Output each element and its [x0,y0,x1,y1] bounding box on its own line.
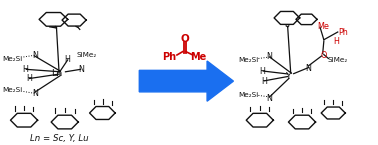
Text: Me₂Si: Me₂Si [3,56,23,62]
Text: Ln = Sc, Y, Lu: Ln = Sc, Y, Lu [30,134,88,143]
Text: Ph: Ph [338,28,347,37]
Text: N: N [32,51,38,60]
Text: H: H [22,65,28,74]
Text: Ph: Ph [163,52,177,62]
Text: SiMe₂: SiMe₂ [76,52,96,58]
Text: H: H [333,37,339,46]
Text: Ln: Ln [51,69,62,78]
Text: Me₂Si: Me₂Si [238,93,258,98]
Text: H: H [65,55,71,64]
Text: Me₂Si: Me₂Si [238,57,258,63]
Text: N: N [305,64,311,73]
Text: H: H [262,77,268,86]
Text: H: H [259,67,265,76]
Text: N: N [266,52,273,61]
Text: SiMe₂: SiMe₂ [328,57,348,63]
Text: Me: Me [190,52,206,62]
Text: N: N [266,94,273,103]
Text: Me: Me [317,22,329,31]
Text: N: N [78,65,84,74]
Text: Me₂Si: Me₂Si [3,87,23,93]
Text: O: O [180,35,189,45]
Text: Y: Y [285,72,291,81]
Text: O: O [320,51,327,60]
Text: N: N [32,89,38,98]
Text: H: H [26,75,32,84]
FancyArrow shape [139,61,234,101]
